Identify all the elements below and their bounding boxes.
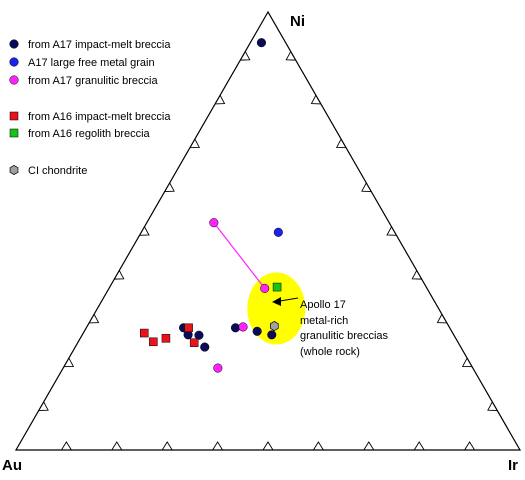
point-series0-7 — [267, 330, 277, 340]
vertex-label-ni: Ni — [290, 13, 305, 30]
point-series3-1 — [149, 337, 158, 347]
point-series2-0 — [209, 218, 219, 228]
tick-bottom-9 — [61, 441, 72, 451]
tick-right-9 — [487, 401, 498, 411]
tick-right-3 — [335, 138, 347, 149]
legend-marker-1 — [9, 57, 19, 67]
legend-marker-5 — [9, 164, 19, 176]
triangle-frame — [14, 10, 522, 451]
point-series2-1 — [260, 283, 270, 293]
point-series0-0 — [256, 38, 266, 48]
point-series3-0 — [140, 328, 149, 338]
legend-marker-2 — [9, 75, 19, 85]
legend-label-1: A17 large free metal grain — [28, 57, 155, 69]
tick-left-1 — [38, 401, 49, 411]
tick-right-4 — [361, 182, 372, 192]
field-label-line-1: Apollo 17 — [300, 299, 346, 311]
vertex-label-au: Au — [2, 457, 22, 474]
legend-marker-0 — [9, 39, 19, 49]
point-series2-3 — [213, 363, 223, 373]
field-label-line-4: (whole rock) — [300, 346, 360, 358]
point-series4-0 — [272, 282, 282, 292]
legend-marker-4 — [9, 128, 19, 138]
point-series1-0 — [273, 227, 283, 237]
tick-bottom-7 — [161, 441, 173, 451]
tick-bottom-8 — [111, 441, 123, 451]
legend: from A17 impact-melt breccia A17 large fr… — [9, 39, 171, 177]
data-points — [140, 38, 283, 373]
tie-line-layer — [213, 222, 266, 289]
tick-left-9 — [240, 51, 251, 61]
field-label-line-2: metal-rich — [300, 315, 348, 327]
point-series0-6 — [252, 326, 262, 336]
point-series2-2 — [238, 322, 248, 332]
tick-left-4 — [114, 270, 125, 280]
legend-label-2: from A17 granulitic breccia — [28, 75, 158, 87]
tick-right-1 — [285, 51, 296, 61]
tick-right-6 — [411, 270, 422, 280]
granulitic-tie-line — [213, 222, 266, 289]
tick-bottom-2 — [413, 441, 425, 451]
tick-bottom-4 — [313, 441, 324, 451]
tick-bottom-1 — [464, 441, 475, 451]
legend-label-4: from A16 regolith breccia — [28, 128, 151, 140]
point-series5-0 — [269, 321, 279, 332]
tick-bottom-6 — [212, 441, 223, 451]
tick-left-8 — [215, 95, 226, 105]
triangle-outline — [14, 10, 522, 451]
field-annotation: Apollo 17 metal-rich granulitic breccias… — [272, 297, 389, 358]
annotation-arrowhead — [272, 297, 281, 306]
tick-right-7 — [436, 314, 447, 324]
tick-right-8 — [461, 357, 473, 368]
legend-label-0: from A17 impact-melt breccia — [28, 39, 171, 51]
tick-left-3 — [89, 314, 100, 324]
tick-right-2 — [310, 95, 321, 105]
point-series3-4 — [161, 334, 171, 343]
tick-bottom-3 — [363, 441, 375, 451]
tick-marks — [38, 51, 498, 451]
point-series0-4 — [200, 342, 210, 352]
tick-left-6 — [164, 182, 175, 192]
point-series0-3 — [194, 330, 204, 340]
field-label-line-3: granulitic breccias — [300, 330, 389, 342]
point-series3-2 — [184, 323, 193, 333]
tick-left-7 — [189, 138, 201, 149]
legend-marker-3 — [9, 111, 19, 121]
legend-label-5: CI chondrite — [28, 165, 87, 177]
point-series3-3 — [189, 338, 199, 347]
tick-left-5 — [139, 226, 150, 236]
tick-left-2 — [63, 357, 75, 368]
vertex-label-ir: Ir — [508, 457, 518, 474]
point-series0-5 — [230, 323, 241, 333]
tick-right-5 — [386, 226, 397, 236]
legend-label-3: from A16 impact-melt breccia — [28, 111, 171, 123]
tick-bottom-5 — [262, 441, 274, 451]
